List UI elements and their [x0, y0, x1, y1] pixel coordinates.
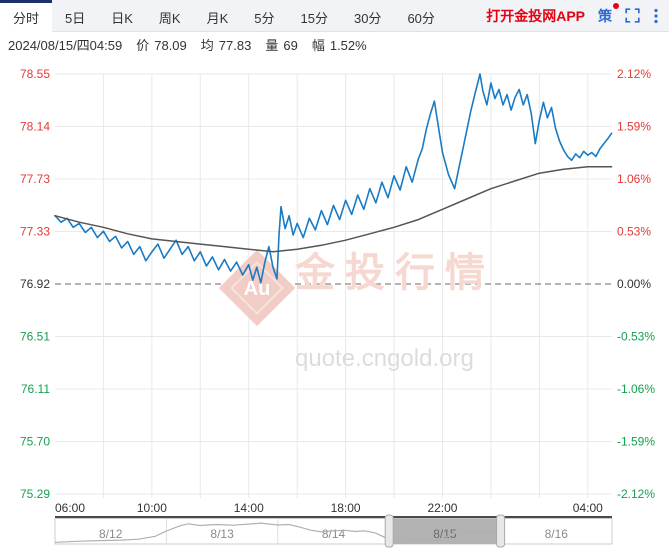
x-axis-label: 18:00: [331, 501, 361, 515]
tab-30分[interactable]: 30分: [353, 10, 382, 26]
right-axis-label: -2.12%: [617, 487, 655, 501]
x-axis-label: 06:00: [55, 501, 85, 515]
range-navigator: 8/12 8/13 8/14 8/15 8/16: [54, 514, 613, 548]
tab-日K[interactable]: 日K: [111, 10, 133, 26]
navigator-section-8/13[interactable]: 8/13: [210, 527, 234, 541]
left-axis-label: 75.70: [20, 435, 50, 449]
tab-bar: 分时 5日 日K 周K 月K 5分 15分 30分 60分 打开金投网APP 策: [0, 0, 669, 32]
quote-price-group: 价 78.09: [136, 35, 187, 54]
chart-plot-area[interactable]: [55, 74, 612, 494]
navigator-axis-bar: [55, 516, 612, 519]
price-label: 价: [136, 37, 150, 53]
strategy-label: 策: [598, 7, 612, 24]
right-axis-labels: 2.12% 1.59% 1.06% 0.53% 0.00% -0.53% -1.06% -1.…: [617, 67, 655, 501]
right-axis-label: 1.59%: [617, 120, 651, 134]
navigator-date-label: 8/13: [210, 527, 234, 541]
tab-bar-right: 打开金投网APP 策: [486, 0, 669, 31]
strategy-button[interactable]: 策: [598, 2, 619, 26]
tab-周K[interactable]: 周K: [158, 10, 181, 26]
navigator-date-label: 8/15: [433, 527, 457, 541]
right-axis-label: 1.06%: [617, 172, 651, 186]
quote-info-bar: 2024/08/15/四04:59 价 78.09 均 77.83 量 69 幅 1.5…: [0, 32, 669, 56]
tab-分时[interactable]: 分时: [0, 0, 53, 32]
left-axis-label: 78.14: [20, 120, 50, 134]
left-axis-label: 77.33: [20, 225, 50, 239]
left-axis-label: 76.11: [21, 382, 50, 396]
avg-label: 均: [200, 37, 214, 53]
right-axis-label: 2.12%: [617, 67, 651, 81]
notification-dot: [613, 2, 619, 9]
navigator-section-8/14[interactable]: 8/14: [322, 527, 346, 541]
kebab-menu-icon: [654, 8, 658, 23]
volume-label: 量: [265, 37, 279, 53]
right-axis-label: 0.53%: [617, 225, 651, 239]
right-axis-label: -0.53%: [617, 330, 655, 344]
quote-volume-group: 量 69: [265, 35, 297, 54]
left-axis-label: 76.51: [20, 330, 50, 344]
period-tabs: 分时 5日 日K 周K 月K 5分 15分 30分 60分: [0, 0, 448, 32]
left-axis-label: 76.92: [20, 277, 50, 291]
quote-datetime: 2024/08/15/四04:59: [8, 37, 123, 53]
navigator-mini-line: [54, 522, 504, 543]
navigator-section-8/15[interactable]: 8/15: [433, 527, 457, 541]
navigator-handle-left[interactable]: [384, 514, 394, 548]
range-label: 幅: [311, 37, 325, 53]
x-axis-label: 22:00: [427, 501, 457, 515]
intraday-chart: Au 金投行情 quote.cngold.org 78.55 78.14 77.73 77.…: [20, 67, 655, 548]
fullscreen-icon: [625, 8, 640, 23]
range-value: 1.52%: [329, 37, 367, 53]
left-axis-label: 78.55: [20, 67, 50, 81]
x-axis-label: 14:00: [234, 501, 264, 515]
watermark-brand: 金投行情: [294, 250, 495, 295]
average-line: [54, 166, 613, 253]
right-axis-label: -1.59%: [617, 435, 655, 449]
x-axis-label: 10:00: [137, 501, 167, 515]
navigator-section-8/12[interactable]: 8/12: [99, 527, 123, 541]
left-axis-label: 75.29: [20, 487, 50, 501]
volume-value: 69: [283, 37, 298, 53]
navigator-selection[interactable]: [389, 518, 501, 545]
right-axis-label: 0.00%: [617, 277, 651, 291]
navigator-section-8/16[interactable]: 8/16: [545, 527, 569, 541]
quote-avg-group: 均 77.83: [201, 35, 252, 54]
quote-range-group: 幅 1.52%: [312, 35, 367, 54]
open-app-link[interactable]: 打开金投网APP: [486, 7, 585, 24]
tab-5分[interactable]: 5分: [254, 10, 275, 26]
x-axis-label: 04:00: [573, 501, 603, 515]
left-axis-labels: 78.55 78.14 77.73 77.33 76.92 76.51 76.11 75.70…: [20, 67, 50, 501]
navigator-date-label: 8/14: [322, 527, 346, 541]
navigator-date-label: 8/12: [99, 527, 123, 541]
watermark-logo-text: Au: [244, 278, 271, 300]
watermark-site: quote.cngold.org: [295, 345, 474, 372]
left-axis-label: 77.73: [20, 172, 50, 186]
tab-5日[interactable]: 5日: [65, 10, 86, 26]
more-menu-button[interactable]: [653, 8, 659, 24]
navigator-box: [54, 518, 613, 545]
chart-area: Au 金投行情 quote.cngold.org 78.55 78.14 77.73 77.…: [0, 56, 669, 548]
avg-value: 77.83: [218, 37, 252, 53]
price-value: 78.09: [154, 37, 187, 53]
fullscreen-button[interactable]: [625, 8, 640, 23]
tab-15分[interactable]: 15分: [300, 10, 328, 26]
tab-60分[interactable]: 60分: [407, 10, 435, 26]
navigator-date-label: 8/16: [545, 527, 569, 541]
navigator-handle-right[interactable]: [496, 514, 506, 548]
tab-月K[interactable]: 月K: [206, 10, 229, 26]
x-axis-labels: 06:00 10:00 14:00 18:00 22:00 04:00: [55, 501, 603, 515]
price-line: [54, 73, 613, 284]
right-axis-label: -1.06%: [617, 382, 655, 396]
